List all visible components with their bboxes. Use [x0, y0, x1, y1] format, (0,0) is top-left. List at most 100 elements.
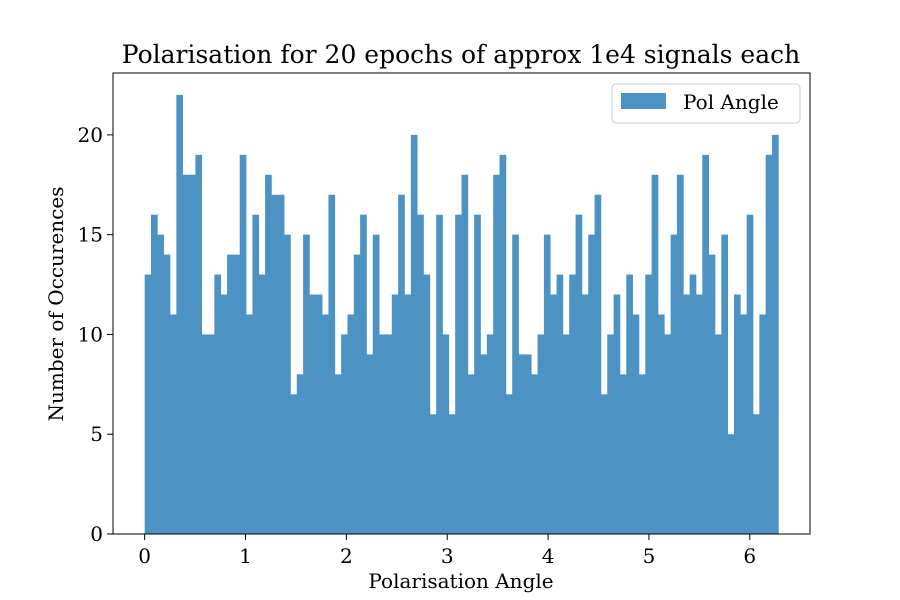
- x-tick-label: 3: [441, 544, 454, 568]
- histogram-bar: [334, 374, 342, 534]
- histogram-bar: [486, 334, 494, 534]
- histogram-bar: [600, 394, 608, 534]
- histogram-bar: [467, 374, 475, 534]
- histogram-bar: [163, 254, 171, 535]
- histogram-bar: [379, 334, 386, 534]
- legend: Pol Angle: [611, 83, 801, 124]
- histogram-bar: [214, 274, 222, 534]
- histogram-bar: [404, 294, 412, 534]
- histogram-bar: [385, 334, 393, 534]
- histogram-bars: [144, 94, 779, 535]
- histogram-bar: [176, 94, 184, 534]
- histogram-bar: [220, 294, 228, 534]
- histogram-bar: [689, 274, 697, 534]
- histogram-bar: [765, 154, 773, 534]
- histogram-bar: [632, 314, 640, 534]
- histogram-bar: [366, 354, 374, 534]
- histogram-bar: [303, 234, 310, 534]
- histogram-bar: [518, 354, 526, 534]
- histogram-bar: [480, 354, 488, 534]
- x-tick-label: 6: [743, 544, 756, 568]
- histogram-bar: [702, 154, 709, 534]
- histogram-bar: [227, 254, 234, 535]
- y-tick-label: 10: [78, 322, 103, 346]
- histogram-bar: [569, 274, 576, 534]
- histogram-bar: [581, 294, 589, 534]
- legend-label: Pol Angle: [683, 90, 779, 114]
- histogram-bar: [322, 314, 329, 534]
- histogram-bar: [670, 234, 678, 534]
- histogram-bar: [151, 214, 158, 534]
- histogram-bar: [531, 374, 538, 534]
- histogram-bar: [372, 234, 380, 534]
- x-tick-label: 4: [542, 544, 555, 568]
- histogram-bar: [626, 274, 633, 534]
- histogram-bar: [474, 214, 481, 534]
- histogram-bar: [353, 254, 361, 535]
- histogram-bar: [512, 234, 519, 534]
- histogram-bar: [727, 434, 735, 534]
- histogram-bar: [619, 374, 627, 534]
- x-tick-label: 0: [138, 544, 151, 568]
- histogram-bar: [594, 194, 602, 535]
- histogram-bar: [246, 314, 253, 534]
- x-axis-label: Polarisation Angle: [368, 569, 553, 593]
- histogram-bar: [714, 334, 722, 534]
- histogram-bar: [271, 194, 279, 535]
- histogram-bar: [493, 174, 500, 534]
- histogram-bar: [233, 254, 241, 535]
- histogram-bar: [265, 174, 272, 534]
- histogram-bar: [258, 274, 266, 534]
- histogram-bar: [429, 414, 437, 534]
- histogram-bar: [442, 334, 450, 534]
- histogram-bar: [391, 294, 399, 534]
- histogram-bar: [157, 234, 165, 534]
- histogram-bar: [638, 374, 646, 534]
- histogram-bar: [746, 214, 754, 534]
- histogram-bar: [277, 194, 285, 535]
- histogram-bar: [651, 174, 659, 534]
- plot-frame: [112, 72, 811, 535]
- histogram-bar: [575, 214, 583, 534]
- histogram-bar: [708, 254, 716, 535]
- axes: 0 1 2 3 4 5 6 0 5 10 15 20: [78, 72, 811, 568]
- histogram-bar: [195, 154, 203, 534]
- y-tick-label: 0: [90, 522, 103, 546]
- histogram-bar: [562, 334, 570, 534]
- histogram-bar: [144, 274, 152, 534]
- histogram-bar: [182, 174, 190, 534]
- histogram-bar: [417, 214, 424, 534]
- chart-title: Polarisation for 20 epochs of approx 1e4…: [122, 40, 800, 69]
- histogram-bar: [284, 234, 291, 534]
- histogram-bar: [556, 274, 564, 534]
- histogram-bar: [676, 174, 684, 534]
- histogram-bar: [315, 294, 323, 534]
- histogram-bar: [170, 314, 177, 534]
- histogram-bar: [537, 334, 545, 534]
- histogram-bar: [772, 134, 779, 534]
- legend-swatch: [621, 93, 666, 109]
- histogram-bar: [550, 294, 557, 534]
- y-tick-label: 20: [78, 123, 103, 147]
- histogram-bar: [410, 134, 418, 534]
- histogram-bar: [588, 234, 595, 534]
- histogram-bar: [695, 294, 703, 534]
- histogram-bar: [740, 314, 748, 534]
- histogram-bar: [664, 334, 671, 534]
- histogram-bar: [733, 294, 741, 534]
- histogram-bar: [252, 214, 260, 534]
- y-axis-label: Number of Occurences: [44, 187, 68, 422]
- histogram-bar: [239, 154, 247, 534]
- histogram-bar: [423, 274, 431, 534]
- y-tick-label: 15: [78, 223, 103, 247]
- histogram-bar: [201, 334, 209, 534]
- histogram-bar: [657, 314, 665, 534]
- histogram-bar: [309, 294, 317, 534]
- histogram-bar: [645, 274, 652, 534]
- histogram-bar: [341, 334, 348, 534]
- histogram-bar: [505, 394, 513, 534]
- histogram-bar: [543, 234, 551, 534]
- histogram-bar: [436, 214, 443, 534]
- histogram-bar: [360, 214, 367, 534]
- x-tick-label: 1: [239, 544, 252, 568]
